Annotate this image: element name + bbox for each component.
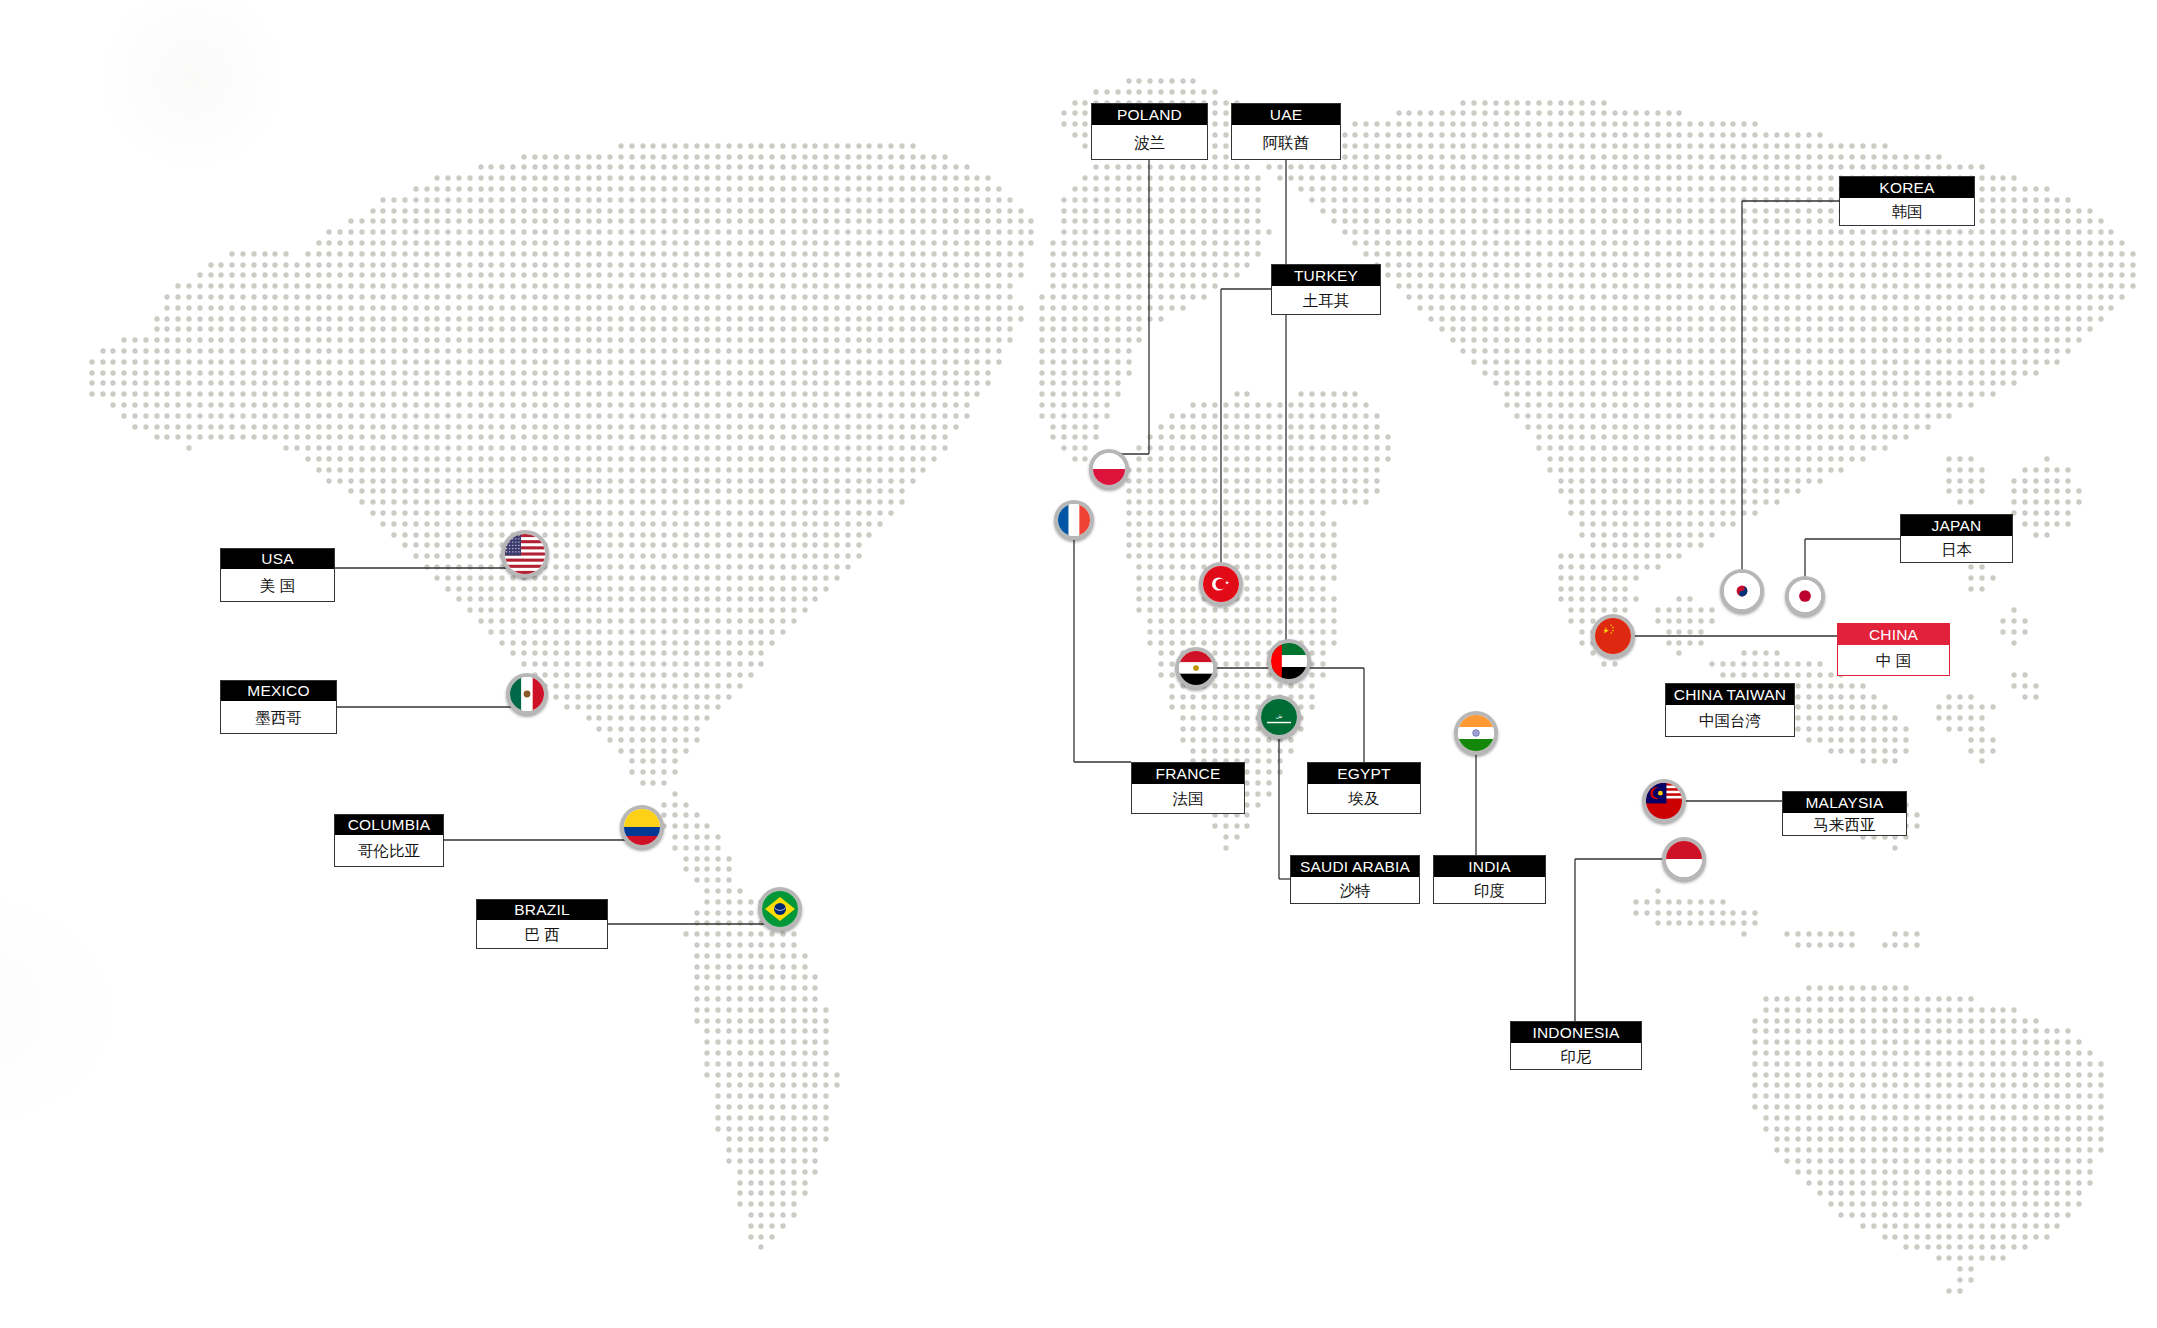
svg-text:ش: ش bbox=[1276, 713, 1283, 719]
